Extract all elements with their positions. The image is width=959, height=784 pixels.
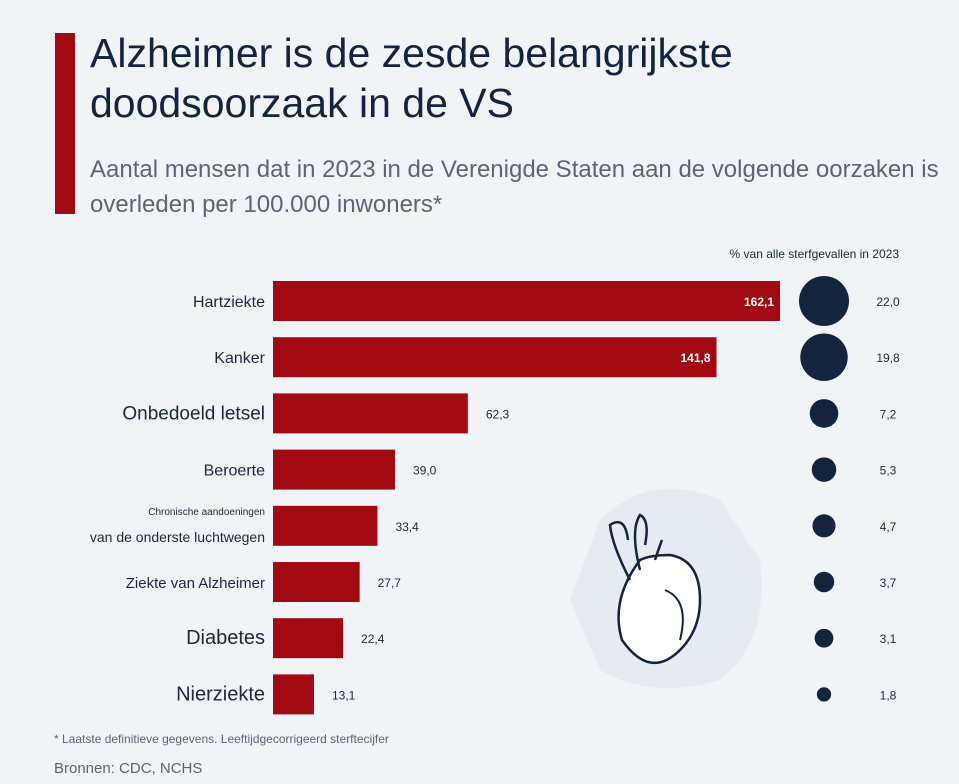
percentage-label: 7,2	[880, 407, 897, 421]
bar-value-label: 141,8	[680, 351, 710, 365]
bar	[273, 674, 314, 715]
bar	[273, 281, 780, 321]
percentage-label: 4,7	[880, 520, 897, 534]
bar-value-label: 27,7	[378, 576, 402, 590]
circle-column-header: % van alle sterfgevallen in 2023	[729, 247, 899, 261]
category-label: Beroerte	[204, 463, 265, 480]
bar-value-label: 62,3	[486, 407, 510, 421]
chart-subtitle: Aantal mensen dat in 2023 in de Verenigd…	[90, 156, 939, 218]
category-label-line: van de onderste luchtwegen	[90, 529, 265, 545]
bar	[273, 618, 344, 659]
percentage-label: 19,8	[876, 351, 900, 365]
bar	[273, 505, 378, 546]
percentage-label: 5,3	[880, 464, 897, 478]
page-title: Alzheimer is de zesde belangrijkste dood…	[90, 30, 733, 126]
bar	[273, 449, 395, 490]
percentage-label: 1,8	[880, 688, 897, 702]
percentage-label: 3,1	[880, 632, 897, 646]
category-label: Ziekte van Alzheimer	[126, 575, 265, 592]
percentage-circle	[816, 687, 832, 702]
heart-illustration-icon	[570, 488, 762, 688]
bar	[273, 393, 468, 434]
percentage-circle	[811, 457, 837, 482]
percentage-label: 22,0	[876, 295, 900, 309]
bar	[273, 562, 360, 602]
source: Bronnen: CDC, NCHS	[54, 760, 203, 777]
percentage-circle	[799, 276, 849, 326]
category-label: Kanker	[214, 350, 265, 367]
bar-value-label: 33,4	[395, 520, 419, 534]
footnote: * Laatste definitieve gegevens. Leeftijd…	[54, 732, 389, 746]
bar-value-label: 13,1	[332, 688, 356, 702]
bar-value-label: 22,4	[361, 632, 385, 646]
category-label: Nierziekte	[176, 683, 265, 705]
category-label-line: Chronische aandoeningen	[148, 507, 265, 518]
percentage-circle	[809, 399, 839, 428]
title-accent-bar	[55, 33, 75, 214]
percentage-label: 3,7	[880, 576, 897, 590]
bar-value-label: 162,1	[744, 295, 774, 309]
percentage-circle	[814, 628, 834, 648]
bar	[273, 337, 717, 378]
bar-value-label: 39,0	[413, 464, 437, 478]
percentage-circle	[800, 333, 848, 381]
percentage-circle	[812, 514, 836, 538]
percentage-circle	[813, 571, 835, 593]
category-label: Diabetes	[186, 627, 265, 649]
category-label: Onbedoeld letsel	[122, 403, 265, 424]
category-label: Hartziekte	[193, 294, 265, 311]
